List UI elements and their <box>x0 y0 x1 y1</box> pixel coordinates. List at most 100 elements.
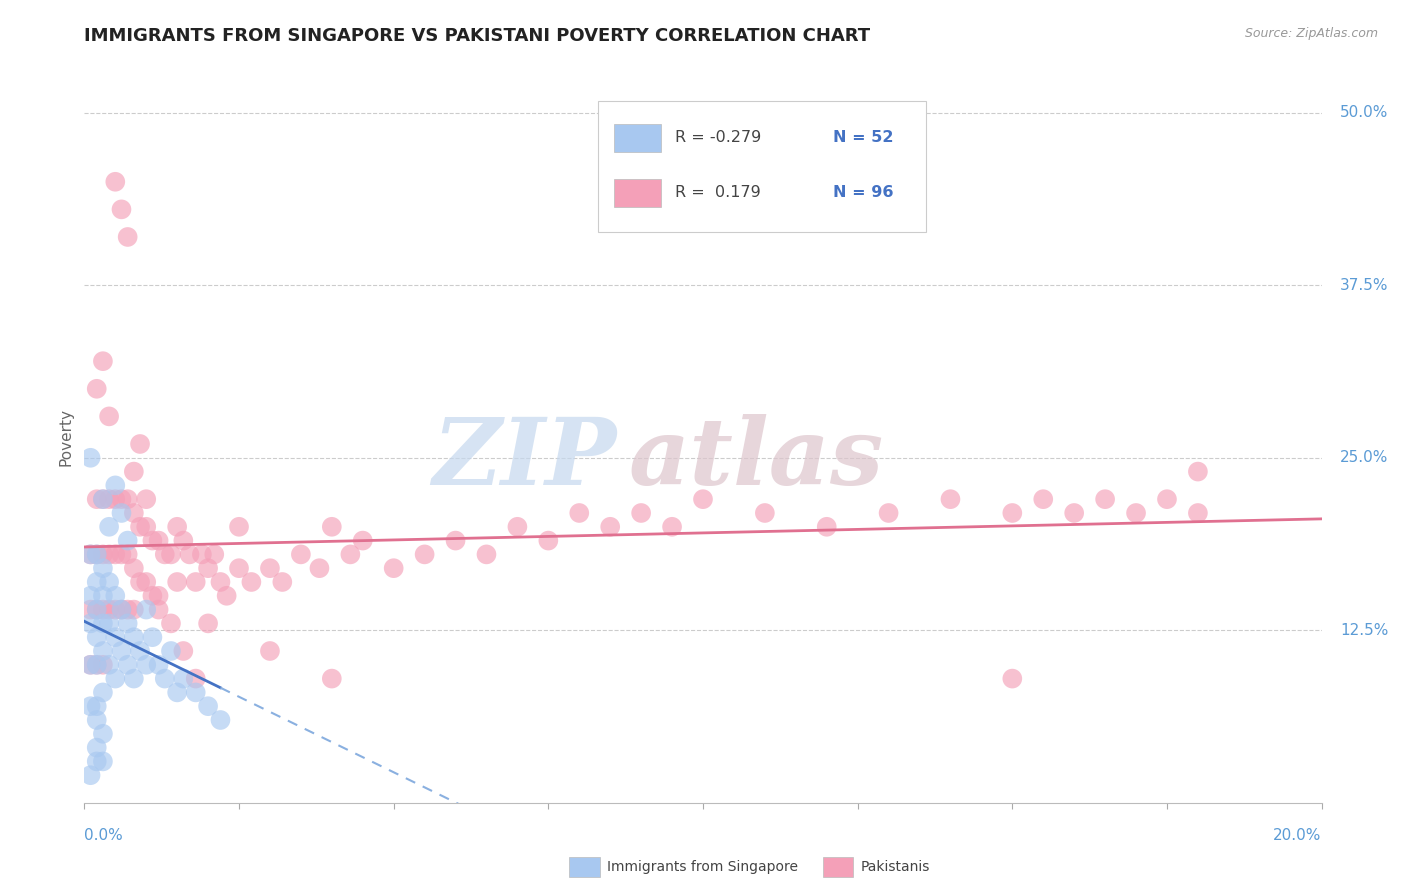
Point <box>79 657 101 672</box>
Point <box>172 644 194 658</box>
Point <box>104 630 127 644</box>
Point <box>86 602 108 616</box>
Point <box>79 616 101 631</box>
Point <box>98 520 121 534</box>
Point <box>91 602 114 616</box>
Point <box>135 574 157 589</box>
Point <box>86 740 108 755</box>
Point <box>117 548 139 562</box>
Point <box>86 602 108 616</box>
Point <box>197 699 219 714</box>
Point <box>135 520 157 534</box>
Point <box>754 506 776 520</box>
Point <box>184 574 207 589</box>
Point <box>506 520 529 534</box>
Point <box>135 602 157 616</box>
Point <box>141 533 163 548</box>
Text: Immigrants from Singapore: Immigrants from Singapore <box>607 860 799 874</box>
Point <box>117 616 139 631</box>
Point <box>110 202 132 217</box>
Point <box>122 465 145 479</box>
Point <box>91 589 114 603</box>
Point <box>91 548 114 562</box>
Point <box>172 672 194 686</box>
Point <box>141 589 163 603</box>
Point <box>271 574 294 589</box>
Point <box>1187 465 1209 479</box>
Point <box>184 685 207 699</box>
Text: 50.0%: 50.0% <box>1340 105 1389 120</box>
Point <box>259 644 281 658</box>
Point <box>122 506 145 520</box>
Point <box>104 589 127 603</box>
Point <box>202 548 225 562</box>
Point <box>321 520 343 534</box>
Point <box>86 548 108 562</box>
Point <box>91 644 114 658</box>
Text: 12.5%: 12.5% <box>1340 623 1389 638</box>
Point <box>91 755 114 769</box>
Point <box>160 644 183 658</box>
Text: N = 52: N = 52 <box>832 129 893 145</box>
Point <box>79 548 101 562</box>
Point <box>475 548 498 562</box>
Point <box>122 672 145 686</box>
Point <box>86 657 108 672</box>
Point <box>129 644 152 658</box>
Point <box>877 506 900 520</box>
Point <box>197 561 219 575</box>
Point <box>86 755 108 769</box>
Point <box>939 492 962 507</box>
Text: 25.0%: 25.0% <box>1340 450 1389 466</box>
Point <box>209 574 232 589</box>
Point <box>104 478 127 492</box>
Point <box>160 548 183 562</box>
Point <box>228 520 250 534</box>
Point <box>122 630 145 644</box>
FancyBboxPatch shape <box>614 179 661 207</box>
Point <box>110 492 132 507</box>
Text: IMMIGRANTS FROM SINGAPORE VS PAKISTANI POVERTY CORRELATION CHART: IMMIGRANTS FROM SINGAPORE VS PAKISTANI P… <box>84 27 870 45</box>
Point <box>91 727 114 741</box>
Point <box>153 548 176 562</box>
Point <box>148 589 170 603</box>
Point <box>117 657 139 672</box>
Point <box>110 602 132 616</box>
Point <box>692 492 714 507</box>
Point <box>160 616 183 631</box>
Point <box>91 685 114 699</box>
Point <box>148 657 170 672</box>
Point <box>308 561 330 575</box>
Point <box>215 589 238 603</box>
Point <box>166 685 188 699</box>
Text: 37.5%: 37.5% <box>1340 277 1389 293</box>
Point <box>444 533 467 548</box>
Point <box>98 492 121 507</box>
Point <box>104 175 127 189</box>
Point <box>104 492 127 507</box>
Point <box>1187 506 1209 520</box>
Point <box>321 672 343 686</box>
Point <box>122 602 145 616</box>
Point <box>129 437 152 451</box>
Point <box>79 657 101 672</box>
Point <box>79 602 101 616</box>
Point <box>1001 672 1024 686</box>
Point <box>129 574 152 589</box>
Point <box>117 492 139 507</box>
Point <box>104 602 127 616</box>
Point <box>413 548 436 562</box>
Point <box>104 672 127 686</box>
Point <box>86 657 108 672</box>
Point <box>184 672 207 686</box>
Point <box>91 561 114 575</box>
Point <box>110 644 132 658</box>
Point <box>98 657 121 672</box>
Point <box>1125 506 1147 520</box>
Text: ZIP: ZIP <box>432 414 616 504</box>
Point <box>91 492 114 507</box>
Text: R =  0.179: R = 0.179 <box>675 185 761 200</box>
Point <box>117 230 139 244</box>
Point <box>91 354 114 368</box>
Point <box>135 657 157 672</box>
